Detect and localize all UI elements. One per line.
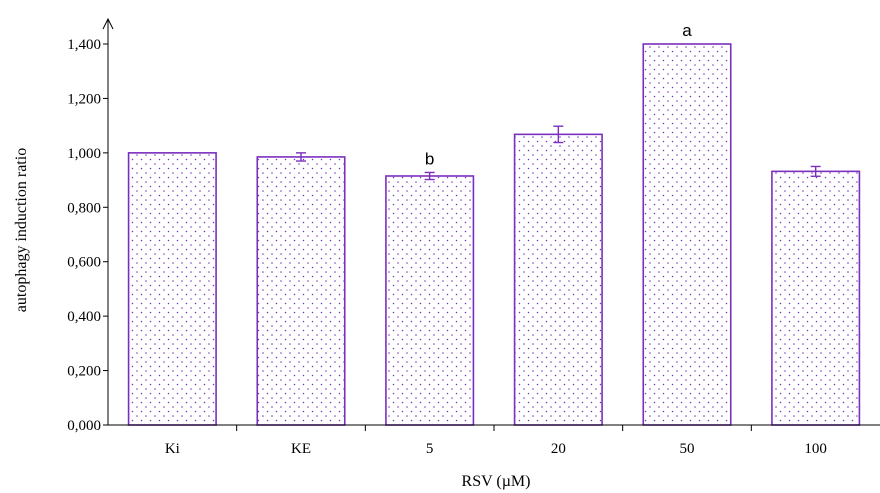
x-category-label: KE (291, 441, 311, 457)
error-bars-group (296, 125, 821, 181)
significance-label: b (425, 149, 434, 168)
bar-5 (385, 175, 475, 426)
y-tick-label: 1,000 (67, 146, 101, 162)
x-axis-title: RSV (µM) (462, 473, 531, 490)
y-axis-arrow-icon (102, 17, 114, 30)
significance-label: a (682, 21, 692, 40)
bar-Ki (127, 152, 217, 426)
x-category-label: 5 (426, 441, 434, 457)
bars-group (127, 43, 861, 426)
y-tick-label: 0,000 (67, 418, 101, 434)
y-axis-ticks: 0,000 0,200 0,400 0,600 0,800 1,000 1,200 1,400 (67, 37, 108, 434)
x-category-label: 20 (551, 441, 566, 457)
y-axis-title: autophagy induction ratio (13, 148, 30, 312)
y-tick-label: 1,200 (67, 91, 101, 107)
x-category-label: 100 (804, 441, 827, 457)
y-tick-label: 0,800 (67, 200, 101, 216)
bar-20 (513, 133, 603, 426)
bar-KE (256, 156, 346, 426)
x-axis-ticks: Ki KE 5 20 50 100 (165, 425, 827, 457)
y-tick-label: 0,400 (67, 309, 101, 325)
x-category-label: Ki (165, 441, 180, 457)
bar-50 (642, 43, 732, 426)
y-tick-label: 1,400 (67, 37, 101, 53)
y-tick-label: 0,600 (67, 255, 101, 271)
y-tick-label: 0,200 (67, 364, 101, 380)
bar-100 (771, 170, 861, 426)
annotations-group: ba (425, 21, 692, 168)
x-category-label: 50 (680, 441, 695, 457)
